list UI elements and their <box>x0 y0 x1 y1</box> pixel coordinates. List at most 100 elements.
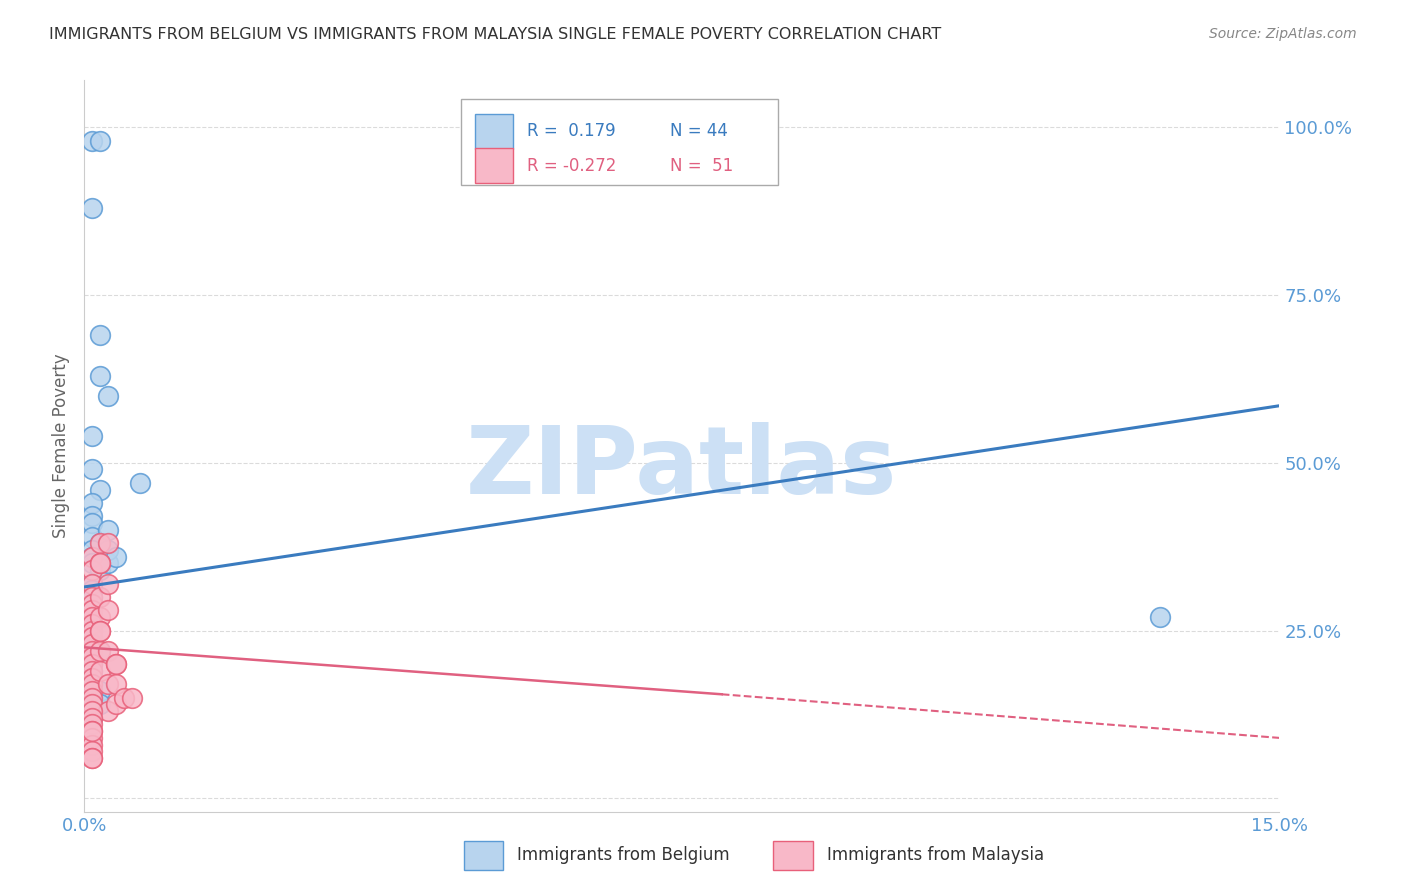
Point <box>82 557 104 571</box>
Point <box>82 590 104 604</box>
Point <box>129 475 152 490</box>
Point <box>89 557 111 571</box>
Point <box>89 368 111 383</box>
Point <box>89 643 111 657</box>
Point <box>82 530 104 544</box>
Point <box>82 134 104 148</box>
Bar <box>475 148 513 184</box>
Text: N = 44: N = 44 <box>671 122 728 140</box>
Point <box>89 563 111 577</box>
Point <box>82 711 104 725</box>
Point <box>89 134 111 148</box>
Point <box>82 603 104 617</box>
Point <box>82 664 104 678</box>
Point <box>82 597 104 611</box>
Text: Immigrants from Belgium: Immigrants from Belgium <box>517 847 730 864</box>
Bar <box>475 114 513 149</box>
Text: IMMIGRANTS FROM BELGIUM VS IMMIGRANTS FROM MALAYSIA SINGLE FEMALE POVERTY CORREL: IMMIGRANTS FROM BELGIUM VS IMMIGRANTS FR… <box>49 27 942 42</box>
Text: R =  0.179: R = 0.179 <box>527 122 616 140</box>
Point <box>97 677 120 691</box>
Point <box>82 751 104 765</box>
Point <box>82 576 104 591</box>
Point <box>82 724 104 739</box>
Text: ZIPatlas: ZIPatlas <box>467 422 897 514</box>
Point <box>89 536 111 550</box>
Point <box>82 563 104 577</box>
Point <box>82 549 104 564</box>
Text: R = -0.272: R = -0.272 <box>527 157 616 175</box>
Point <box>82 616 104 631</box>
Y-axis label: Single Female Poverty: Single Female Poverty <box>52 354 70 538</box>
Point <box>89 557 111 571</box>
Point <box>82 738 104 752</box>
Point <box>82 751 104 765</box>
Point <box>82 704 104 718</box>
Point <box>89 590 111 604</box>
Point <box>89 684 111 698</box>
Point <box>82 650 104 665</box>
Point <box>105 698 128 712</box>
Point <box>82 610 104 624</box>
Point <box>82 690 104 705</box>
Point <box>82 664 104 678</box>
Point <box>82 677 104 691</box>
Point <box>82 201 104 215</box>
Point <box>105 549 128 564</box>
Point <box>82 671 104 685</box>
Point <box>82 657 104 671</box>
Point <box>82 549 104 564</box>
Point <box>82 543 104 558</box>
Point <box>82 690 104 705</box>
Point <box>1149 610 1171 624</box>
Point <box>97 536 120 550</box>
Text: N =  51: N = 51 <box>671 157 733 175</box>
Point <box>97 603 120 617</box>
Point <box>82 643 104 657</box>
Point <box>82 684 104 698</box>
Point <box>82 516 104 531</box>
Point <box>82 624 104 638</box>
Text: Immigrants from Malaysia: Immigrants from Malaysia <box>827 847 1043 864</box>
Point <box>82 698 104 712</box>
Point <box>82 637 104 651</box>
Point <box>97 557 120 571</box>
Point <box>97 523 120 537</box>
Point <box>89 624 111 638</box>
Point <box>82 583 104 598</box>
Point <box>97 543 120 558</box>
Point <box>82 630 104 644</box>
Point <box>82 657 104 671</box>
Point <box>82 731 104 745</box>
FancyBboxPatch shape <box>461 99 778 185</box>
Point <box>82 610 104 624</box>
Point <box>97 704 120 718</box>
Point <box>82 744 104 758</box>
Point <box>82 637 104 651</box>
Point <box>82 590 104 604</box>
Point <box>89 610 111 624</box>
Point <box>97 643 120 657</box>
Point <box>82 496 104 510</box>
Point <box>97 389 120 403</box>
Point <box>82 650 104 665</box>
Point <box>89 624 111 638</box>
Point <box>82 462 104 476</box>
Point <box>97 576 120 591</box>
Point <box>89 536 111 550</box>
Point <box>82 616 104 631</box>
Point <box>89 698 111 712</box>
Point <box>82 717 104 731</box>
Point <box>82 429 104 443</box>
Point <box>82 630 104 644</box>
Point <box>89 483 111 497</box>
Point <box>82 624 104 638</box>
Point <box>82 724 104 739</box>
Point <box>89 664 111 678</box>
Point <box>105 657 128 671</box>
Point <box>82 671 104 685</box>
Point <box>105 657 128 671</box>
Point <box>82 576 104 591</box>
Point <box>89 643 111 657</box>
Point <box>82 603 104 617</box>
Point <box>105 677 128 691</box>
